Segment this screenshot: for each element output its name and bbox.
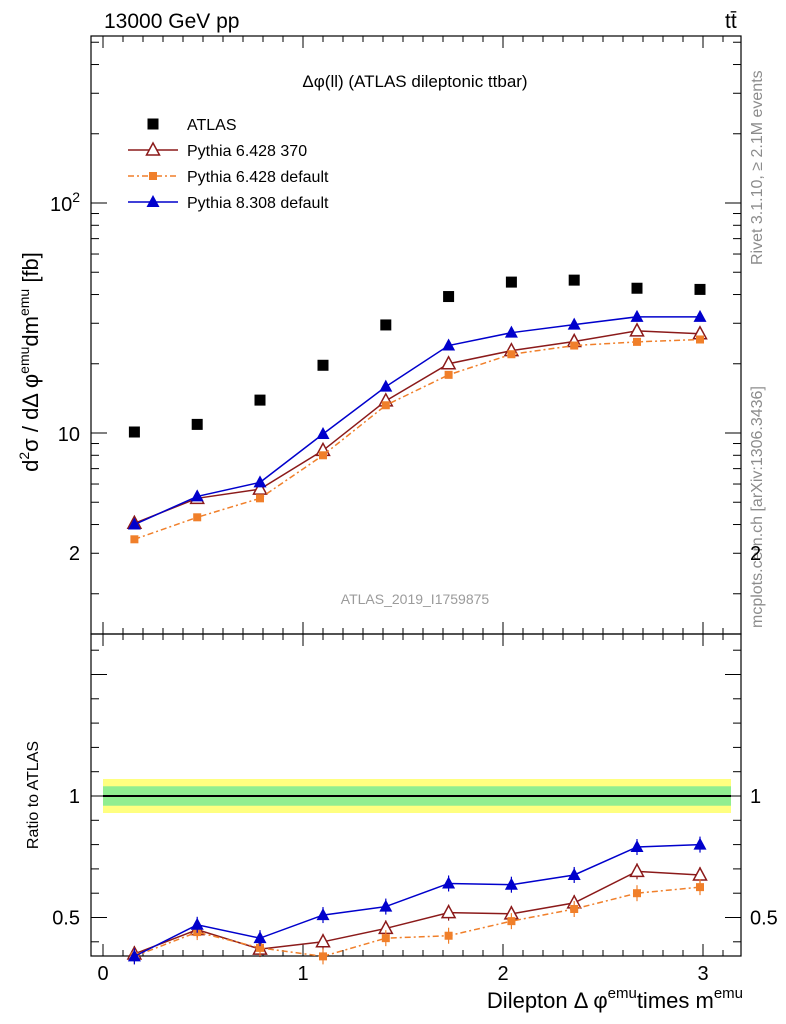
data-point	[252, 480, 268, 495]
series-ratio-line	[134, 886, 701, 958]
ratio-point	[127, 949, 141, 962]
data-point	[694, 283, 706, 295]
data-point	[440, 355, 457, 370]
chart-title: Δφ(ll) (ATLAS dileptonic ttbar)	[302, 72, 527, 91]
series-ratio-line	[134, 843, 701, 958]
y-tick-label-ratio: 0.5	[52, 908, 80, 930]
data-point	[379, 379, 393, 392]
analysis-id: ATLAS_2019_I1759875	[341, 591, 490, 607]
data-point	[190, 489, 204, 502]
y-tick-label-ratio: 1	[750, 786, 761, 808]
data-point	[442, 338, 456, 351]
y-axis-label-main: d2σ / dΔ φemudmemu [fb]	[16, 252, 43, 472]
ratio-point	[379, 899, 393, 912]
ratio-point	[315, 933, 331, 948]
svg-text:Dilepton Δ φemutimes memu: Dilepton Δ φemutimes memu	[487, 985, 743, 1013]
x-tick-label: 1	[297, 963, 308, 985]
energy-label: 13000 GeV pp	[104, 10, 239, 33]
data-point	[507, 350, 516, 359]
data-point	[319, 451, 327, 460]
ratio-point	[253, 931, 267, 944]
process-label: tt̄	[725, 10, 737, 33]
y-tick-label: 10	[58, 424, 80, 446]
ratio-point	[567, 867, 581, 880]
mcplots-label: mcplots.cern.ch [arXiv:1306.3436]	[749, 386, 766, 628]
data-point	[254, 394, 266, 406]
y-tick-label-ratio: 1	[69, 786, 80, 808]
ratio-point	[693, 837, 707, 850]
data-point	[316, 427, 330, 440]
data-point	[444, 370, 453, 379]
data-point	[631, 282, 643, 294]
ratio-point	[440, 904, 457, 919]
data-point	[130, 535, 139, 544]
data-point	[127, 517, 141, 530]
ratio-point	[444, 931, 453, 940]
ratio-point	[507, 917, 516, 926]
data-point	[381, 401, 390, 410]
data-point	[256, 494, 264, 503]
data-point	[693, 309, 707, 322]
x-tick-label: 2	[497, 963, 508, 985]
ratio-point	[629, 862, 645, 878]
data-point	[567, 317, 581, 330]
data-point	[193, 513, 202, 522]
y-tick-label: 102	[50, 189, 80, 216]
legend-marker	[147, 118, 159, 130]
ratio-point	[633, 889, 641, 898]
ratio-point	[190, 917, 204, 930]
legend-label: ATLAS	[187, 117, 237, 134]
data-point	[504, 325, 518, 338]
y-tick-label-ratio: 2	[750, 543, 761, 565]
ratio-point	[442, 876, 456, 889]
rivet-label: Rivet 3.1.10, ≥ 2.1M events	[749, 70, 766, 265]
data-point	[128, 426, 140, 438]
series-ratio-line	[134, 870, 701, 955]
data-point	[380, 319, 392, 331]
y-tick-label-ratio: 0.5	[750, 908, 778, 930]
legend-marker	[145, 141, 161, 156]
x-tick-label: 0	[97, 963, 108, 985]
x-tick-label: 3	[697, 963, 708, 985]
data-point	[191, 418, 203, 430]
ratio-point	[316, 908, 330, 921]
legend-marker	[149, 172, 157, 180]
series-3	[127, 309, 707, 965]
data-point	[317, 359, 329, 371]
legend-marker	[146, 195, 160, 207]
data-point	[443, 291, 455, 303]
legend-label: Pythia 6.428 default	[187, 169, 329, 186]
series-line	[134, 330, 701, 524]
series-line	[134, 338, 701, 541]
data-point	[253, 475, 267, 488]
ratio-plot-frame	[90, 633, 742, 957]
data-point	[696, 335, 704, 344]
series-line	[134, 316, 700, 526]
x-axis-label: Dilepton Δ φemutimes memu	[487, 985, 743, 1013]
ratio-point	[570, 904, 579, 913]
series-0	[128, 274, 706, 438]
ratio-point	[319, 952, 327, 961]
ratio-point	[696, 883, 704, 892]
ratio-point	[504, 877, 518, 890]
series-2	[130, 335, 704, 965]
data-point	[630, 309, 644, 322]
series-1	[126, 322, 708, 962]
data-point	[633, 337, 641, 346]
legend-label: Pythia 8.308 default	[187, 195, 329, 212]
ratio-point	[381, 934, 390, 943]
y-axis-label-ratio: Ratio to ATLAS	[25, 741, 42, 849]
data-point	[505, 276, 517, 288]
data-point	[629, 322, 645, 337]
ratio-point	[630, 840, 644, 853]
data-point	[568, 274, 580, 286]
ratio-point	[256, 943, 264, 952]
y-tick-label-ratio: 2	[69, 543, 80, 565]
data-point	[570, 341, 579, 350]
svg-text:d2σ / dΔ φemudmemu [fb]: d2σ / dΔ φemudmemu [fb]	[16, 252, 43, 472]
legend-label: Pythia 6.428 370	[187, 143, 307, 160]
